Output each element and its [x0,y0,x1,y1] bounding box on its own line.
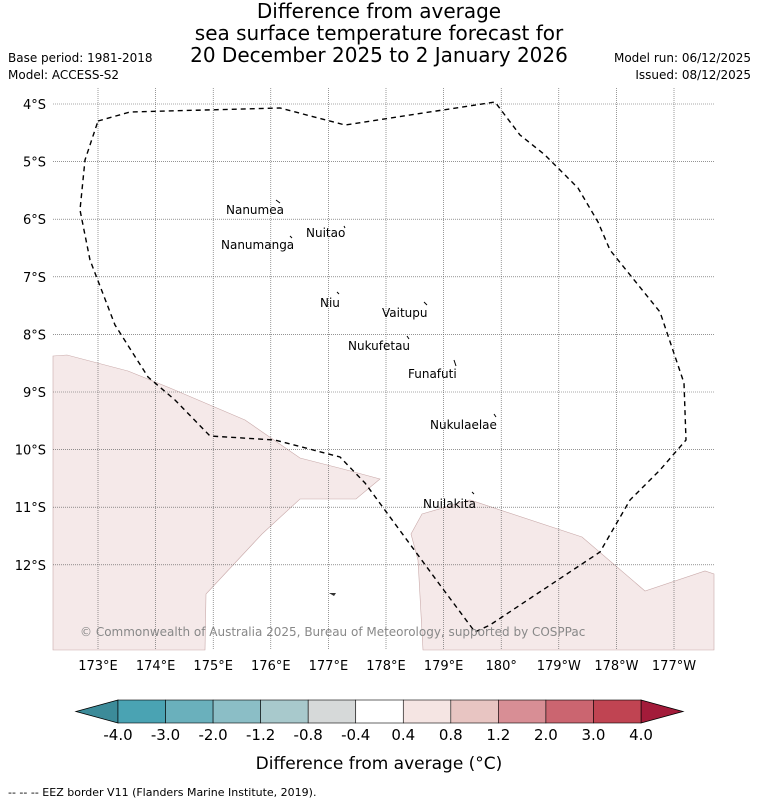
colorbar-tick-6: 0.4 [391,726,415,744]
eez-legend: -- -- -- EEZ border V11 (Flanders Marine… [8,786,317,799]
lon-label-3: 176°E [251,659,291,674]
colorbar-over-arrow [640,699,685,724]
model-info: Base period: 1981-2018 Model: ACCESS-S2 [8,50,153,84]
anomaly-region-east [410,499,715,651]
base-period: Base period: 1981-2018 [8,51,153,65]
colorbar-label: Difference from average (°C) [256,754,503,774]
lat-label-0: 4°S [23,98,46,113]
lon-label-5: 178°E [366,659,406,674]
latitude-labels: 4°S 5°S 6°S 7°S 8°S 9°S 10°S 11°S 12°S [15,98,46,574]
colorbar-bin-6 [402,699,452,724]
island-nanumea: Nanumea [226,199,284,217]
lat-label-8: 12°S [15,559,46,574]
colorbar-tick-7: 0.8 [439,726,463,744]
colorbar-bin-1 [165,699,214,724]
map-svg: Nanumea Nuitao Nanumanga Niu Vaitupu Nuk… [15,88,715,774]
map-title: Difference from average sea surface temp… [0,0,758,66]
atoll-dot [329,593,336,596]
lat-label-4: 8°S [23,328,46,343]
island-nukufetau: Nukufetau [348,335,410,353]
island-niu: Niu [320,291,340,310]
island-vaitupu: Vaitupu [382,301,428,320]
lon-label-7: 180° [486,659,517,674]
colorbar-bin-9 [545,699,594,724]
title-line-3: 20 December 2025 to 2 January 2026 [190,43,568,67]
colorbar-bin-8 [498,699,547,724]
lon-label-8: 179°W [537,659,581,674]
lon-label-2: 175°E [193,659,233,674]
lon-label-6: 179°E [424,659,464,674]
lat-label-1: 5°S [23,156,46,171]
longitude-labels: 173°E 174°E 175°E 176°E 177°E 178°E 179°E 180° 1… [78,659,696,674]
lon-label-0: 173°E [78,659,118,674]
colorbar-tick-8: 1.2 [486,726,510,744]
island-label-funafuti: Funafuti [408,367,457,381]
island-label-nuitao: Nuitao [306,226,345,240]
colorbar-bin-5 [355,699,404,724]
colorbar-bin-3 [260,699,309,724]
lat-label-7: 11°S [15,501,46,516]
colorbar-tick-9: 2.0 [534,726,558,744]
colorbar-tick-10: 3.0 [582,726,606,744]
lat-label-2: 6°S [23,213,46,228]
colorbar-tick-3: -1.2 [246,726,275,744]
island-label-nukulaelae: Nukulaelae [430,418,497,432]
islands: Nanumea Nuitao Nanumanga Niu Vaitupu Nuk… [221,199,497,511]
colorbar-bin-0 [117,699,166,724]
run-info: Model run: 06/12/2025 Issued: 08/12/2025 [614,50,751,84]
colorbar-bin-4 [307,699,357,724]
colorbar-under-arrow [74,699,119,724]
model-run: Model run: 06/12/2025 [613,51,751,65]
colorbar-tick-0: -4.0 [103,726,132,744]
island-label-nanumea: Nanumea [226,203,284,217]
graticule [53,88,714,650]
lat-label-6: 10°S [15,444,46,459]
colorbar-tick-1: -3.0 [151,726,180,744]
lon-label-10: 177°W [652,659,696,674]
colorbar-bin-2 [212,699,261,724]
colorbar: -4.0 -3.0 -2.0 -1.2 -0.8 -0.4 0.4 0.8 1.2 2.0 3.0 4… [74,699,685,744]
copyright-notice: © Commonwealth of Australia 2025, Bureau… [80,625,585,639]
island-label-nukufetau: Nukufetau [348,339,410,353]
lon-label-1: 174°E [136,659,176,674]
anomaly-region-west [52,354,381,651]
colorbar-bin-7 [450,699,499,724]
anomaly-regions [52,354,715,651]
island-nanumanga: Nanumanga [221,235,294,252]
island-label-vaitupu: Vaitupu [382,306,428,320]
lon-label-9: 178°W [594,659,638,674]
colorbar-tick-11: 4.0 [629,726,653,744]
island-label-nuilakita: Nuilakita [423,497,476,511]
model-name: Model: ACCESS-S2 [8,68,120,82]
title-line-2: sea surface temperature forecast for [194,21,564,45]
colorbar-bin-10 [593,699,642,724]
colorbar-tick-4: -0.8 [294,726,323,744]
colorbar-tick-5: -0.4 [341,726,370,744]
island-funafuti: Funafuti [408,359,457,381]
island-nuilakita: Nuilakita [423,491,476,511]
lat-label-3: 7°S [23,271,46,286]
island-label-niu: Niu [320,296,340,310]
title-line-1: Difference from average [256,0,502,23]
colorbar-tick-2: -2.0 [198,726,227,744]
island-nuitao: Nuitao [306,225,346,240]
island-label-nanumanga: Nanumanga [221,238,294,252]
lon-label-4: 177°E [309,659,349,674]
issued-date: Issued: 08/12/2025 [635,68,751,82]
lat-label-5: 9°S [23,386,46,401]
eez-border [79,101,687,633]
island-nukulaelae: Nukulaelae [430,413,497,432]
